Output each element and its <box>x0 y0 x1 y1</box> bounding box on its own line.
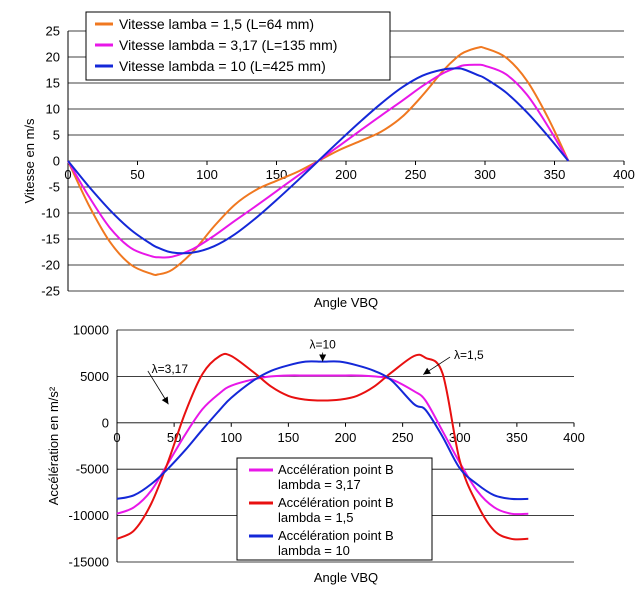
x-tick-label: 400 <box>613 167 635 182</box>
y-tick-label: 10 <box>46 102 60 117</box>
y-tick-label: -15000 <box>69 555 109 570</box>
x-tick-label: 250 <box>392 430 414 445</box>
annotation-arrow-head <box>319 354 327 362</box>
legend-label-3: Vitesse lambda = 10 (L=425 mm) <box>119 58 326 74</box>
annotation-arrow-head <box>161 396 169 405</box>
y-tick-label: -15 <box>41 232 60 247</box>
y-tick-label: -20 <box>41 258 60 273</box>
x-tick-label: 0 <box>64 167 71 182</box>
y-tick-label: 10000 <box>73 323 109 338</box>
y-tick-label: 0 <box>102 415 109 430</box>
series-line-2 <box>116 352 529 541</box>
x-tick-label: 350 <box>506 430 528 445</box>
y-tick-label: 0 <box>53 154 60 169</box>
series-line-2 <box>67 63 570 259</box>
y-tick-label: -5000 <box>76 462 109 477</box>
series-line-3 <box>116 360 529 501</box>
x-tick-label: 200 <box>335 430 357 445</box>
annotation-arrow-head <box>423 367 431 375</box>
series-line-3 <box>67 67 570 255</box>
x-tick-label: 250 <box>405 167 427 182</box>
x-tick-label: 300 <box>449 430 471 445</box>
y-tick-label: -10000 <box>69 508 109 523</box>
legend: Vitesse lamba = 1,5 (L=64 mm) Vitesse lam… <box>85 11 391 81</box>
legend-label-1: Vitesse lamba = 1,5 (L=64 mm) <box>119 16 314 32</box>
x-tick-label: 0 <box>113 430 120 445</box>
x-tick-label: 100 <box>196 167 218 182</box>
x-tick-label: 100 <box>220 430 242 445</box>
annotation-label: λ=1,5 <box>454 348 484 362</box>
annotation-label: λ=3,17 <box>152 362 189 376</box>
y-tick-label: 20 <box>46 50 60 65</box>
y-tick-label: 15 <box>46 76 60 91</box>
x-axis-title: Angle VBQ <box>314 570 378 585</box>
x-tick-label: 350 <box>544 167 566 182</box>
legend-box <box>85 11 391 81</box>
y-tick-label: 25 <box>46 24 60 39</box>
annotations: λ=3,17 λ=10 λ=1,5 <box>147 338 484 405</box>
y-tick-label: -25 <box>41 284 60 299</box>
y-axis-title: Vitesse en m/s <box>22 118 37 204</box>
x-tick-label: 400 <box>563 430 585 445</box>
x-tick-label: 150 <box>278 430 300 445</box>
x-tick-label: 50 <box>130 167 144 182</box>
y-tick-label: -10 <box>41 206 60 221</box>
x-tick-label: 300 <box>474 167 496 182</box>
y-tick-label: 5 <box>53 128 60 143</box>
y-axis-title: Accélération en m/s² <box>46 386 61 505</box>
y-tick-label: -5 <box>48 180 60 195</box>
x-tick-label: 200 <box>335 167 357 182</box>
series-line-1 <box>67 46 570 276</box>
legend-box <box>236 457 433 561</box>
legend-label-2: Vitesse lambda = 3,17 (L=135 mm) <box>119 37 337 53</box>
y-tick-label: 5000 <box>80 369 109 384</box>
annotation-label: λ=10 <box>309 338 336 352</box>
x-axis-title: Angle VBQ <box>314 295 378 310</box>
